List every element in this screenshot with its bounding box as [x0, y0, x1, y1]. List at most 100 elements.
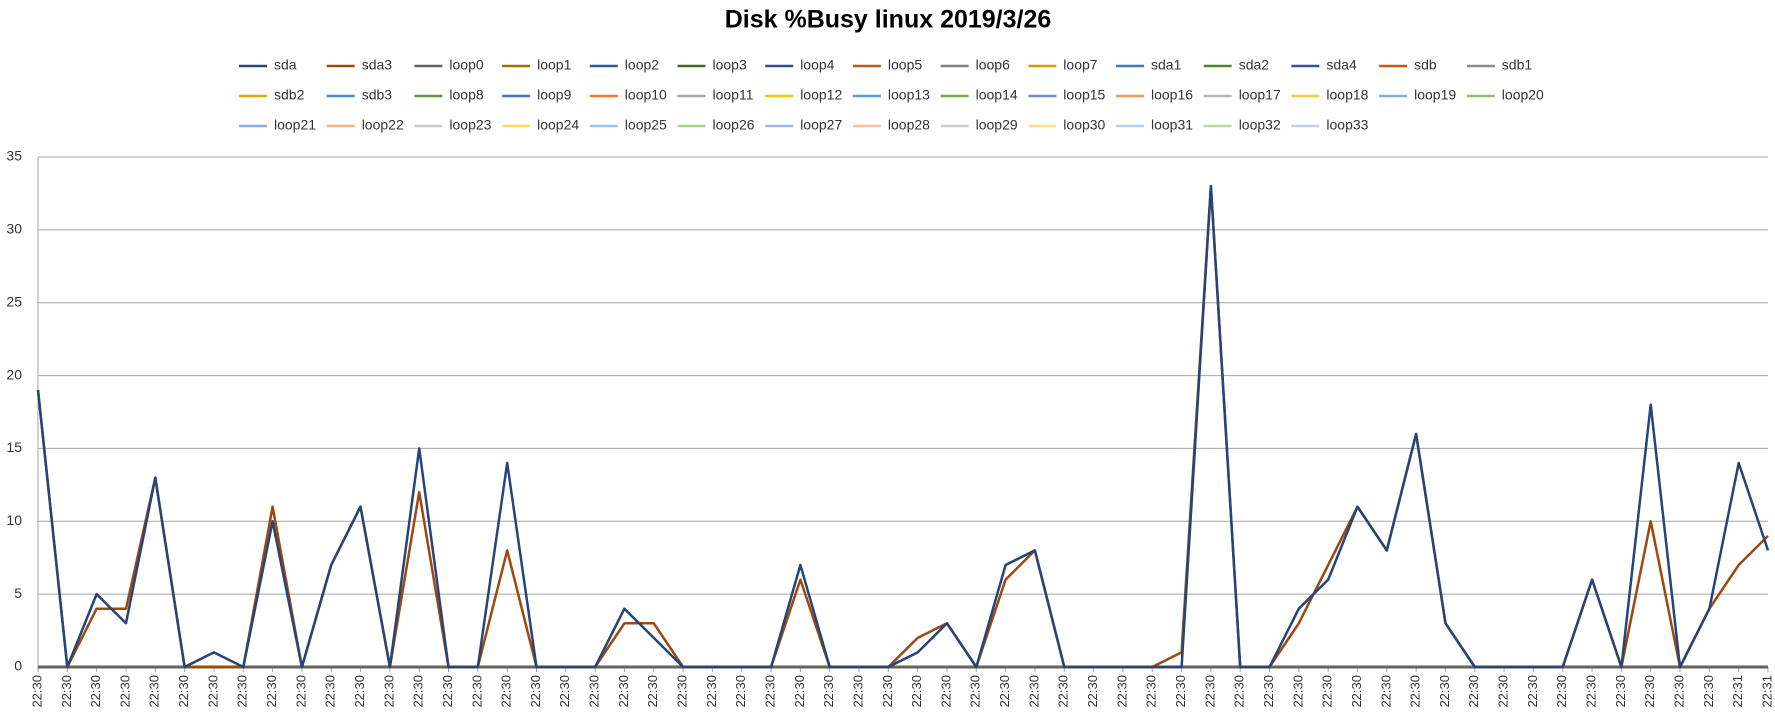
x-tick-label: 22:30: [352, 675, 367, 708]
legend-label: loop9: [537, 87, 571, 103]
legend-label: sdb1: [1502, 57, 1533, 73]
x-tick-label: 22:30: [1642, 675, 1657, 708]
legend-label: loop0: [449, 57, 483, 73]
x-tick-label: 22:30: [1466, 675, 1481, 708]
legend-label: sdb2: [274, 87, 305, 103]
legend-label: loop19: [1414, 87, 1456, 103]
legend-label: sda3: [362, 57, 393, 73]
legend-label: loop18: [1326, 87, 1368, 103]
x-tick-label: 22:30: [29, 675, 44, 708]
x-tick-label: 22:30: [381, 675, 396, 708]
x-tick-label: 22:30: [997, 675, 1012, 708]
legend-label: loop5: [888, 57, 922, 73]
series-line: [36, 184, 1770, 669]
x-tick-label: 22:30: [1378, 675, 1393, 708]
legend-label: loop27: [800, 117, 842, 133]
legend-label: loop24: [537, 117, 579, 133]
x-tick-label: 22:30: [762, 675, 777, 708]
x-tick-label: 22:30: [1085, 675, 1100, 708]
y-tick-label: 5: [14, 585, 22, 601]
legend-label: loop20: [1502, 87, 1544, 103]
legend-label: loop17: [1239, 87, 1281, 103]
x-tick-label: 22:30: [1408, 675, 1423, 708]
x-tick-label: 22:31: [1759, 675, 1774, 708]
x-tick-label: 22:30: [1144, 675, 1159, 708]
y-tick-label: 0: [14, 658, 22, 674]
legend-label: loop13: [888, 87, 930, 103]
x-tick-label: 22:31: [1730, 675, 1745, 708]
legend-label: loop6: [976, 57, 1010, 73]
legend-label: loop7: [1063, 57, 1097, 73]
x-tick-label: 22:30: [968, 675, 983, 708]
legend-label: loop12: [800, 87, 842, 103]
x-tick-label: 22:30: [880, 675, 895, 708]
y-tick-label: 10: [6, 512, 22, 528]
x-tick-label: 22:30: [323, 675, 338, 708]
x-tick-label: 22:30: [1173, 675, 1188, 708]
x-tick-label: 22:30: [792, 675, 807, 708]
legend-label: loop16: [1151, 87, 1193, 103]
legend-label: loop4: [800, 57, 834, 73]
legend-label: loop28: [888, 117, 930, 133]
x-tick-label: 22:30: [587, 675, 602, 708]
y-tick-label: 25: [6, 293, 22, 309]
x-tick-label: 22:30: [499, 675, 514, 708]
legend-label: loop21: [274, 117, 316, 133]
x-tick-label: 22:30: [264, 675, 279, 708]
x-tick-label: 22:30: [1232, 675, 1247, 708]
legend-label: loop23: [449, 117, 491, 133]
x-tick-label: 22:30: [1437, 675, 1452, 708]
legend-label: loop31: [1151, 117, 1193, 133]
x-tick-label: 22:30: [1496, 675, 1511, 708]
legend-label: loop1: [537, 57, 571, 73]
x-tick-label: 22:30: [176, 675, 191, 708]
legend-label: loop14: [976, 87, 1018, 103]
legend-label: sda4: [1326, 57, 1357, 73]
x-tick-label: 22:30: [411, 675, 426, 708]
x-tick-label: 22:30: [1202, 675, 1217, 708]
x-tick-label: 22:30: [117, 675, 132, 708]
x-tick-label: 22:30: [557, 675, 572, 708]
legend-label: loop25: [625, 117, 667, 133]
legend-label: loop32: [1239, 117, 1281, 133]
x-tick-label: 22:30: [1671, 675, 1686, 708]
x-tick-label: 22:30: [645, 675, 660, 708]
legend-label: loop22: [362, 117, 404, 133]
x-tick-label: 22:30: [1525, 675, 1540, 708]
legend-label: sda2: [1239, 57, 1270, 73]
x-tick-label: 22:30: [88, 675, 103, 708]
x-tick-label: 22:30: [528, 675, 543, 708]
x-tick-label: 22:30: [1261, 675, 1276, 708]
x-tick-label: 22:30: [1056, 675, 1071, 708]
x-tick-label: 22:30: [1320, 675, 1335, 708]
legend-label: loop29: [976, 117, 1018, 133]
chart-title: Disk %Busy linux 2019/3/26: [725, 6, 1052, 34]
legend-label: loop15: [1063, 87, 1105, 103]
x-tick-label: 22:30: [1349, 675, 1364, 708]
x-tick-label: 22:30: [821, 675, 836, 708]
x-tick-label: 22:30: [205, 675, 220, 708]
x-tick-label: 22:30: [1613, 675, 1628, 708]
x-tick-label: 22:30: [616, 675, 631, 708]
series-line: [36, 184, 1769, 669]
x-tick-label: 22:30: [1026, 675, 1041, 708]
legend-label: sda: [274, 57, 297, 73]
x-tick-label: 22:30: [704, 675, 719, 708]
x-tick-label: 22:30: [675, 675, 690, 708]
x-tick-label: 22:30: [147, 675, 162, 708]
x-tick-label: 22:30: [1554, 675, 1569, 708]
legend-label: loop11: [713, 87, 754, 103]
y-tick-label: 15: [6, 439, 22, 455]
legend-label: sdb3: [362, 87, 393, 103]
x-tick-label: 22:30: [909, 675, 924, 708]
legend-label: loop30: [1063, 117, 1105, 133]
x-tick-label: 22:30: [59, 675, 74, 708]
x-tick-label: 22:30: [938, 675, 953, 708]
legend-label: sda1: [1151, 57, 1182, 73]
y-tick-label: 30: [6, 221, 22, 237]
x-tick-label: 22:30: [1290, 675, 1305, 708]
x-tick-label: 22:30: [733, 675, 748, 708]
legend-label: loop10: [625, 87, 667, 103]
legend-label: sdb: [1414, 57, 1437, 73]
